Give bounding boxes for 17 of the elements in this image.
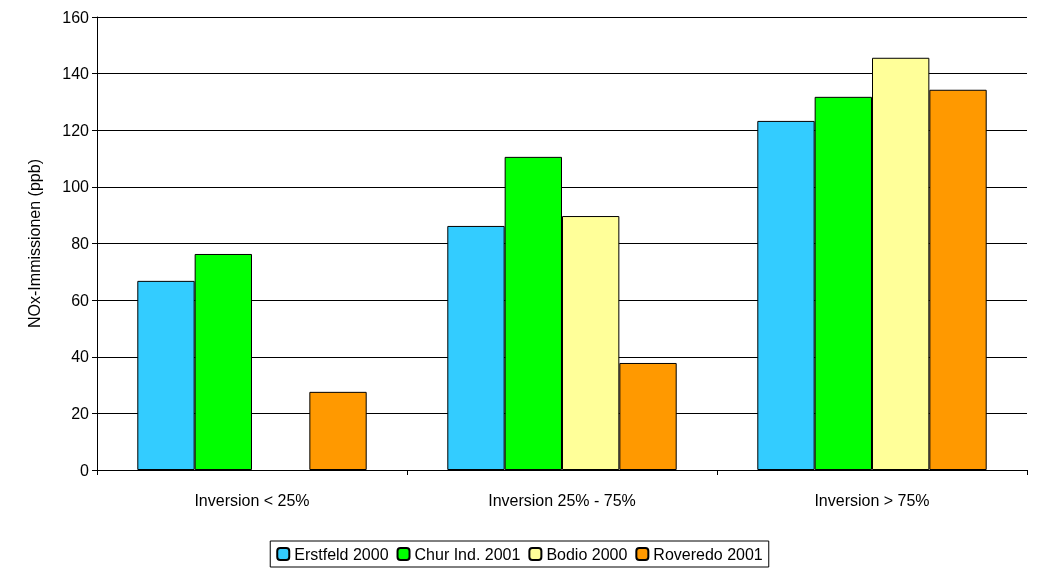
y-tick-label: 140 [62,65,90,83]
y-tick-label: 20 [71,404,90,422]
y-tick-label: 0 [80,461,90,479]
y-tick-label: 100 [62,178,90,196]
y-axis-title: NOx-Immissionen (ppb) [25,159,43,328]
legend-label: Roveredo 2001 [653,545,763,563]
x-tick-label: Inversion < 25% [194,491,310,509]
legend-label: Bodio 2000 [546,545,628,563]
y-tick-label: 160 [62,8,90,26]
x-tick-label: Inversion 25% - 75% [488,491,636,509]
x-tick-label: Inversion > 75% [814,491,930,509]
y-tick-label: 60 [71,291,90,309]
legend-label: Erstfeld 2000 [294,545,389,563]
y-tick-label: 120 [62,121,90,139]
y-tick-label: 40 [71,348,90,366]
legend-label: Chur Ind. 2001 [414,545,521,563]
y-tick-label: 80 [71,235,90,252]
